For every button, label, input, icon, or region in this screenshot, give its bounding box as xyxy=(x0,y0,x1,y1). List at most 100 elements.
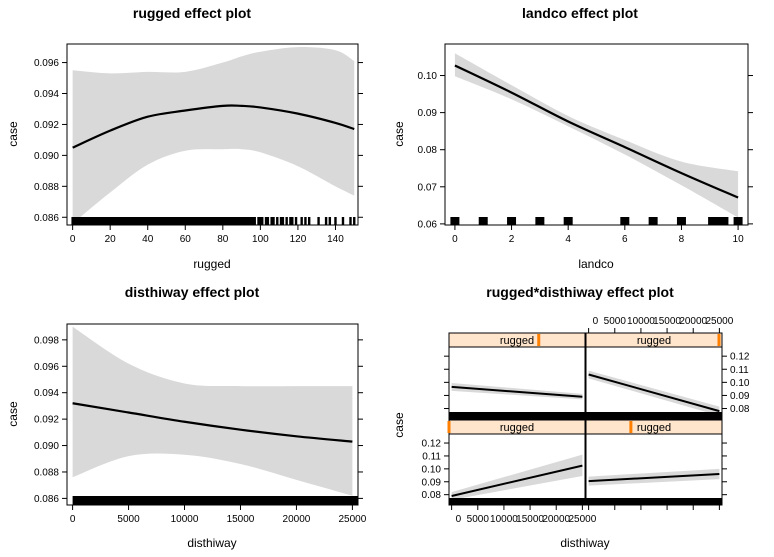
x-tick-label: 20000 xyxy=(679,316,707,327)
x-tick-label: 4 xyxy=(565,234,571,245)
strip-label: rugged xyxy=(500,422,534,434)
plot-frame xyxy=(66,43,359,226)
x-tick-label: 20 xyxy=(105,234,117,245)
y-tick-label: 0.088 xyxy=(34,182,59,193)
strip-level-marker xyxy=(629,421,633,433)
plot-frame xyxy=(444,43,749,226)
fitted-line xyxy=(451,464,583,497)
x-tick-label: 15000 xyxy=(653,316,681,327)
x-axis-label: disthiway xyxy=(560,536,609,550)
y-tick-label: 0.08 xyxy=(422,490,442,501)
confidence-band xyxy=(451,454,583,500)
strip-level-marker xyxy=(447,421,451,433)
strip-label: rugged xyxy=(637,335,671,347)
y-tick-label: 0.08 xyxy=(730,404,750,415)
chart-title: landco effect plot xyxy=(522,5,638,21)
rugged-disthiway-effect-plot: rugged*disthiway effect plot rugged rugge… xyxy=(392,284,750,550)
lattice-panel-top-left: rugged xyxy=(448,332,586,420)
y-tick-label: 0.092 xyxy=(34,415,59,426)
chart-title: rugged effect plot xyxy=(133,5,252,21)
x-tick-label: 20000 xyxy=(283,514,311,525)
x-tick-label: 10000 xyxy=(627,316,655,327)
y-tick-label: 0.11 xyxy=(422,451,441,462)
y-tick-label: 0.090 xyxy=(34,151,59,162)
y-tick-label: 0.09 xyxy=(418,108,438,119)
y-tick-label: 0.098 xyxy=(34,335,59,346)
fitted-line xyxy=(72,402,353,443)
x-axis-label: disthiway xyxy=(187,536,236,550)
strip-level-marker xyxy=(717,334,721,346)
y-tick-label: 0.088 xyxy=(34,467,59,478)
y-tick-label: 0.096 xyxy=(34,362,59,373)
x-axis-label: landco xyxy=(578,257,614,271)
chart-title: disthiway effect plot xyxy=(125,284,260,300)
panel-frame xyxy=(448,433,586,506)
x-tick-label: 25000 xyxy=(338,514,366,525)
strip-label: rugged xyxy=(637,422,671,434)
rug-band xyxy=(449,498,585,505)
disthiway-effect-plot: disthiway effect plot 0 5000 10000 15000 200… xyxy=(6,284,367,550)
y-tick-label: 0.12 xyxy=(422,439,442,450)
y-axis-label: case xyxy=(6,401,20,427)
y-tick-label: 0.09 xyxy=(422,477,442,488)
x-tick-label: 120 xyxy=(290,234,307,245)
x-tick-label: 5000 xyxy=(117,514,140,525)
rug-band xyxy=(586,498,722,505)
fitted-line xyxy=(451,385,583,398)
x-tick-label: 20000 xyxy=(542,514,570,525)
y-tick-label: 0.09 xyxy=(730,391,750,402)
y-tick-label: 0.06 xyxy=(418,219,438,230)
landco-effect-plot: landco effect plot 0 2 4 6 8 10 0.06 0.07 0.08 0… xyxy=(392,5,753,271)
y-axis-label: case xyxy=(6,121,20,147)
strip-label: rugged xyxy=(500,335,534,347)
x-tick-label: 0 xyxy=(593,316,599,327)
y-tick-label: 0.096 xyxy=(34,58,59,69)
y-tick-label: 0.094 xyxy=(34,388,59,399)
confidence-band xyxy=(72,47,355,224)
x-tick-label: 2 xyxy=(509,234,515,245)
fitted-line xyxy=(588,473,720,483)
x-tick-label: 8 xyxy=(679,234,685,245)
x-tick-label: 6 xyxy=(622,234,628,245)
rugged-effect-plot: rugged effect plot 0 20 40 60 80 100 120 140 0.… xyxy=(6,5,363,271)
y-tick-label: 0.086 xyxy=(34,494,59,505)
y-tick-label: 0.10 xyxy=(422,464,442,475)
panel-frame xyxy=(448,346,586,420)
y-tick-label: 0.092 xyxy=(34,120,59,131)
y-tick-label: 0.086 xyxy=(34,213,59,224)
x-tick-label: 25000 xyxy=(705,316,733,327)
panel-frame xyxy=(585,433,723,506)
fitted-line xyxy=(454,64,739,199)
y-tick-label: 0.094 xyxy=(34,89,59,100)
y-tick-label: 0.11 xyxy=(730,365,749,376)
rug-band xyxy=(586,412,722,419)
x-tick-label: 40 xyxy=(142,234,154,245)
y-axis-label: case xyxy=(392,121,406,147)
x-tick-label: 10 xyxy=(733,234,745,245)
x-tick-label: 0 xyxy=(456,514,462,525)
x-tick-label: 10000 xyxy=(171,514,199,525)
y-tick-label: 0.090 xyxy=(34,441,59,452)
fitted-line xyxy=(588,373,720,413)
lattice-panel-bottom-left: rugged xyxy=(447,419,586,506)
x-tick-label: 10000 xyxy=(490,514,518,525)
fitted-line xyxy=(72,104,355,149)
confidence-band xyxy=(72,326,353,496)
y-tick-label: 0.12 xyxy=(730,352,750,363)
y-axis-label: case xyxy=(392,412,406,438)
x-tick-label: 15000 xyxy=(227,514,255,525)
chart-title: rugged*disthiway effect plot xyxy=(486,284,674,300)
x-tick-label: 140 xyxy=(327,234,344,245)
x-tick-label: 80 xyxy=(217,234,229,245)
plot-frame xyxy=(66,323,359,506)
x-tick-label: 60 xyxy=(180,234,192,245)
rug-band xyxy=(449,412,585,419)
y-tick-label: 0.10 xyxy=(418,71,438,82)
x-axis-label: rugged xyxy=(193,257,230,271)
lattice-panel-bottom-right: rugged xyxy=(585,419,723,506)
x-tick-label: 15000 xyxy=(516,514,544,525)
panel-frame xyxy=(585,346,723,420)
y-tick-label: 0.07 xyxy=(418,182,438,193)
x-tick-label: 5000 xyxy=(604,316,627,327)
